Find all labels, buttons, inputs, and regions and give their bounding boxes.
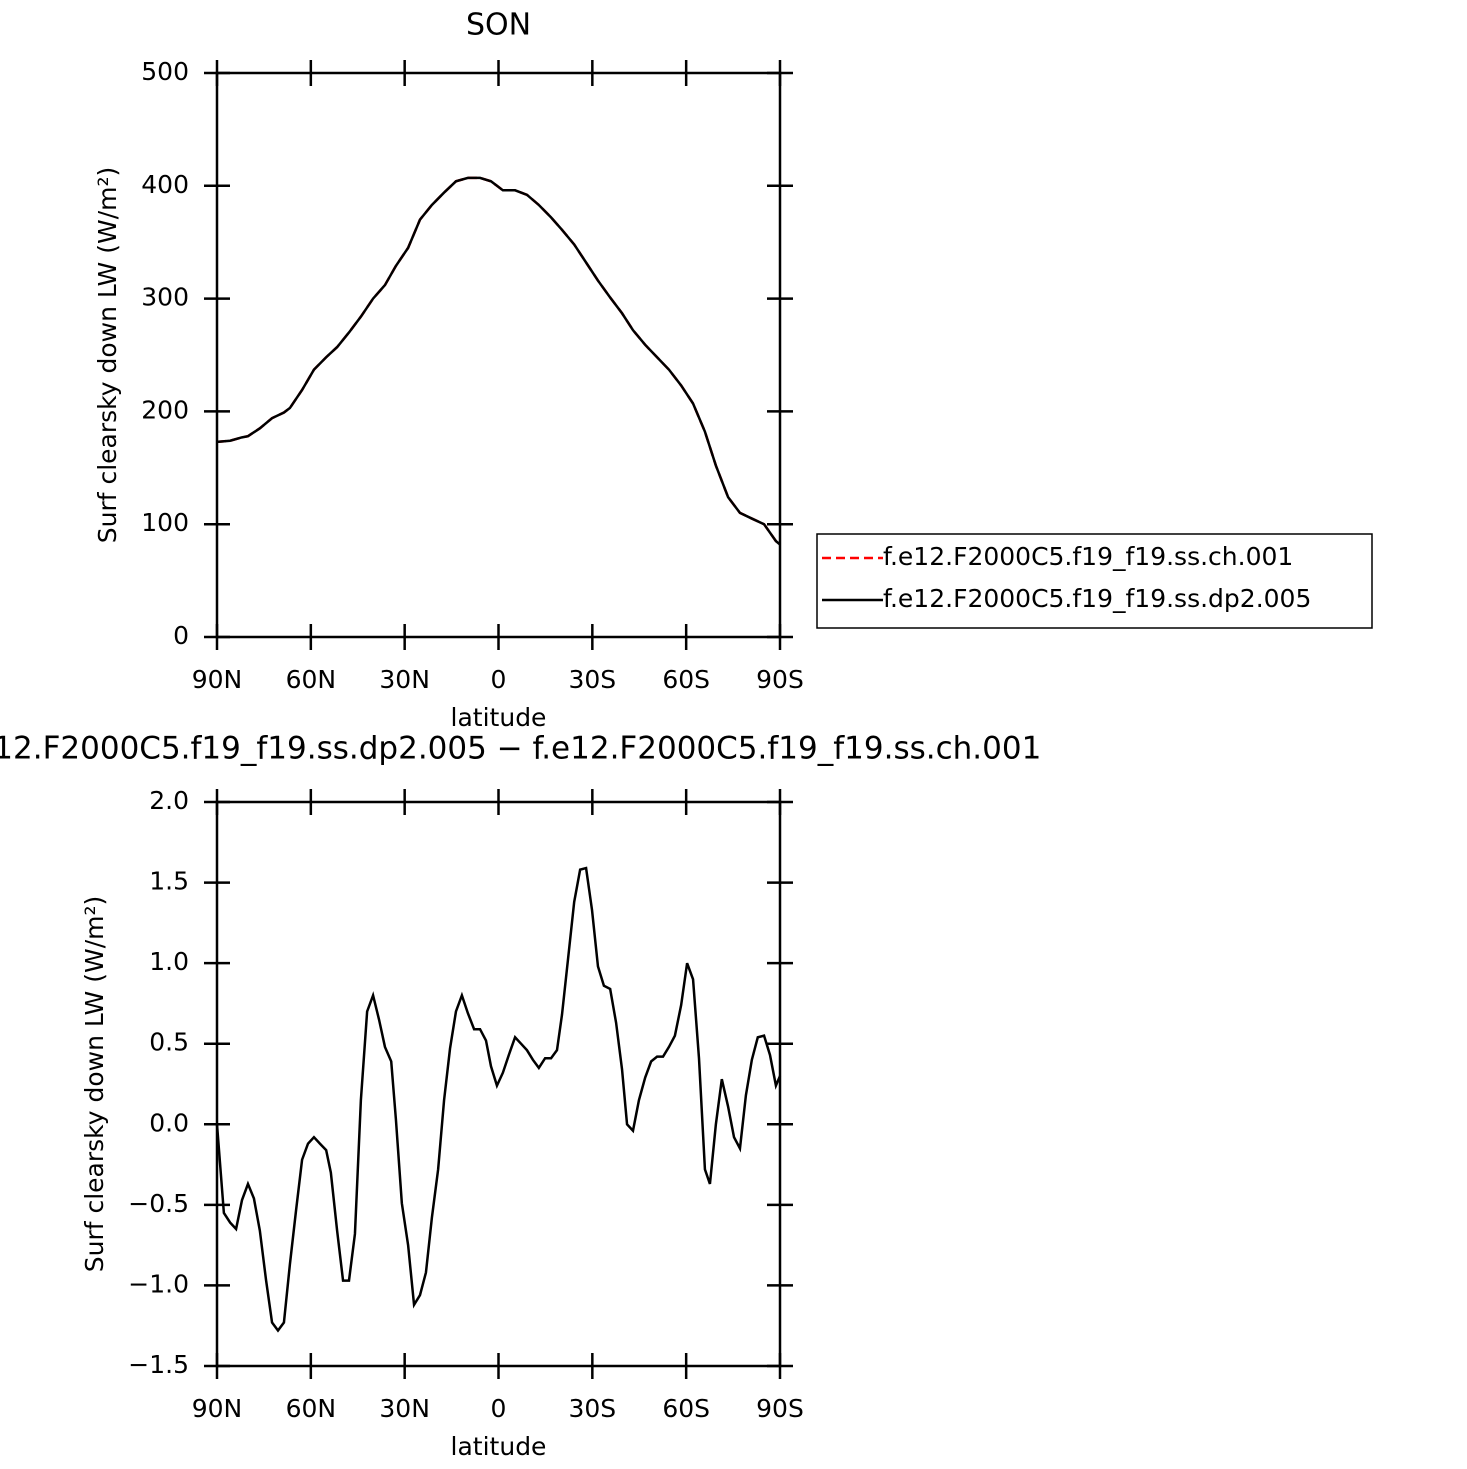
y-tick-label: 2.0: [149, 786, 189, 815]
x-axis-label: latitude: [451, 703, 547, 732]
chart-title: f.e12.F2000C5.f19_f19.ss.dp2.005 − f.e12…: [0, 731, 1041, 767]
plot-frame: [215, 800, 782, 1368]
y-tick-label: 500: [141, 57, 189, 86]
x-tick-label: 60N: [286, 1394, 337, 1423]
y-tick-label: 200: [141, 395, 189, 424]
y-tick-label: 1.0: [149, 947, 189, 976]
y-tick-label: −1.0: [128, 1269, 189, 1298]
y-axis-label: Surf clearsky down LW (W/m²): [80, 896, 109, 1273]
x-tick-label: 30S: [568, 1394, 616, 1423]
plot-frame: [215, 71, 782, 639]
x-tick-label: 60N: [286, 665, 337, 694]
x-tick-label: 90S: [756, 1394, 804, 1423]
x-tick-label: 60S: [662, 665, 710, 694]
y-tick-label: −1.5: [128, 1350, 189, 1379]
legend-box: [816, 533, 1373, 629]
x-tick-label: 90N: [192, 1394, 243, 1423]
line-series: [216, 176, 781, 546]
y-axis-label: Surf clearsky down LW (W/m²): [93, 167, 122, 544]
legend-label: f.e12.F2000C5.f19_f19.ss.ch.001: [883, 542, 1293, 571]
x-tick-label: 30N: [379, 665, 430, 694]
line-series: [216, 176, 781, 546]
x-tick-label: 30S: [568, 665, 616, 694]
y-tick-label: 1.5: [149, 867, 189, 896]
x-tick-label: 30N: [379, 1394, 430, 1423]
x-tick-label: 0: [491, 665, 507, 694]
x-tick-label: 0: [491, 1394, 507, 1423]
y-tick-label: 0: [173, 621, 189, 650]
legend-label: f.e12.F2000C5.f19_f19.ss.dp2.005: [883, 584, 1311, 613]
x-tick-label: 90N: [192, 665, 243, 694]
y-tick-label: 0.5: [149, 1028, 189, 1057]
x-tick-label: 90S: [756, 665, 804, 694]
x-tick-label: 60S: [662, 1394, 710, 1423]
y-tick-label: −0.5: [128, 1189, 189, 1218]
y-tick-label: 0.0: [149, 1108, 189, 1137]
chart-title: SON: [466, 8, 531, 43]
x-axis-label: latitude: [451, 1432, 547, 1461]
line-series: [215, 866, 782, 1333]
y-tick-label: 300: [141, 283, 189, 312]
y-tick-label: 100: [141, 508, 189, 537]
y-tick-label: 400: [141, 170, 189, 199]
